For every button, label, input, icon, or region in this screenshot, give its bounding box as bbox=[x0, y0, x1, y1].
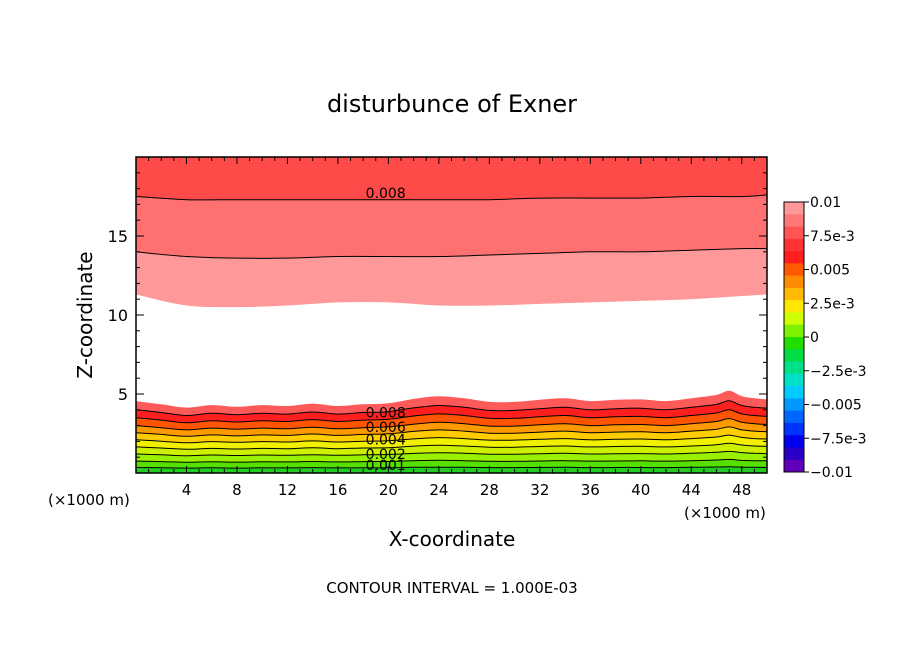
colorbar-tick-label: 7.5e-3 bbox=[810, 229, 855, 245]
contour-lines bbox=[136, 194, 767, 469]
colorbar-swatch bbox=[784, 386, 804, 399]
lower-contour-line bbox=[136, 409, 767, 424]
lower-contour-line bbox=[136, 434, 767, 444]
y-tick-label: 5 bbox=[118, 385, 128, 404]
x-tick-label: 24 bbox=[429, 481, 448, 499]
upper-contour-line bbox=[136, 194, 767, 201]
contour-label: 0.004 bbox=[366, 433, 406, 449]
colorbar-tick-label: −2.5e-3 bbox=[810, 364, 867, 380]
x-tick-label: 16 bbox=[328, 481, 347, 499]
colorbar-swatch bbox=[784, 349, 804, 363]
y-tick-label: 15 bbox=[108, 227, 128, 246]
lower-contour-line bbox=[136, 450, 767, 457]
contour-interval-footer: CONTOUR INTERVAL = 1.000E-03 bbox=[326, 579, 577, 597]
x-tick-label: 40 bbox=[631, 481, 650, 499]
colorbar-swatch bbox=[784, 398, 804, 412]
colorbar-tick-label: −0.005 bbox=[810, 398, 862, 414]
x-tick-label: 8 bbox=[232, 481, 242, 499]
lower-contour-band bbox=[136, 443, 767, 456]
colorbar-tick-label: −7.5e-3 bbox=[810, 431, 867, 447]
lower-contour-line bbox=[136, 426, 767, 437]
x-tick-label: 12 bbox=[278, 481, 297, 499]
colorbar-swatch bbox=[784, 214, 804, 228]
x-tick-label: 4 bbox=[182, 481, 192, 499]
lower-contour-band bbox=[136, 459, 767, 469]
colorbar-swatch bbox=[784, 410, 804, 424]
x-tick-label: 36 bbox=[581, 481, 600, 499]
colorbar-tick-label: 0.01 bbox=[810, 195, 841, 211]
chart-title: disturbunce of Exner bbox=[327, 90, 577, 118]
x-axis-label: X-coordinate bbox=[389, 527, 516, 551]
colorbar-swatch bbox=[784, 287, 804, 301]
colorbar-swatch bbox=[784, 238, 804, 252]
lower-contour-band bbox=[136, 426, 767, 443]
contour-label: 0.002 bbox=[366, 447, 406, 463]
colorbar-swatch bbox=[784, 447, 804, 461]
lower-contour-line bbox=[136, 418, 767, 431]
contour-label: 0.006 bbox=[366, 420, 406, 436]
colorbar-tick-label: 0 bbox=[810, 330, 819, 346]
colorbar-swatch bbox=[784, 422, 804, 436]
colorbar-swatch bbox=[784, 263, 804, 277]
lower-contour-line bbox=[136, 466, 767, 469]
upper-contour-band bbox=[136, 194, 767, 259]
colorbar-swatch bbox=[784, 373, 804, 387]
lower-contour-band bbox=[136, 400, 767, 423]
colorbar-swatch bbox=[784, 361, 804, 375]
upper-contour-band bbox=[136, 248, 767, 308]
colorbar-tick-label: −0.01 bbox=[810, 465, 853, 481]
contour-label: 0.008 bbox=[366, 406, 406, 422]
colorbar-tick-label: 0.005 bbox=[810, 263, 850, 279]
contour-fills bbox=[136, 157, 767, 473]
lower-contour-band bbox=[136, 390, 767, 416]
colorbar: 0.01 7.5e-3 0.005 2.5e-3 0 −2.5e-3 −0.005 −7.5e… bbox=[783, 195, 867, 481]
lower-contour-line bbox=[136, 400, 767, 417]
colorbar-swatch bbox=[784, 300, 804, 313]
colorbar-tick-label: 2.5e-3 bbox=[810, 296, 855, 312]
colorbar-swatch bbox=[784, 324, 804, 338]
colorbar-swatch bbox=[784, 337, 804, 350]
colorbar-swatch bbox=[784, 275, 804, 289]
y-tick-label: 10 bbox=[108, 306, 128, 325]
y-axis-label: Z-coordinate bbox=[73, 251, 97, 378]
x-unit-label-left: (×1000 m) bbox=[48, 491, 130, 509]
x-tick-label: 28 bbox=[480, 481, 499, 499]
colorbar-swatch bbox=[784, 459, 804, 473]
x-tick-label: 32 bbox=[530, 481, 549, 499]
colorbar-swatch bbox=[784, 226, 804, 240]
contour-label: 0.001 bbox=[366, 458, 406, 474]
colorbar-swatch bbox=[784, 312, 804, 326]
lower-contour-line bbox=[136, 442, 767, 450]
contour-label: 0.008 bbox=[366, 186, 406, 202]
x-tick-label: 44 bbox=[682, 481, 701, 499]
lower-contour-line bbox=[136, 458, 767, 463]
lower-contour-band bbox=[136, 435, 767, 450]
x-unit-label-right: (×1000 m) bbox=[684, 504, 766, 522]
colorbar-swatch bbox=[784, 435, 804, 448]
x-tick-label: 20 bbox=[379, 481, 398, 499]
upper-contour-band bbox=[136, 157, 767, 200]
x-tick-label: 48 bbox=[732, 481, 751, 499]
colorbar-swatch bbox=[784, 251, 804, 264]
colorbar-swatch bbox=[784, 202, 804, 215]
upper-contour-line bbox=[136, 248, 767, 259]
